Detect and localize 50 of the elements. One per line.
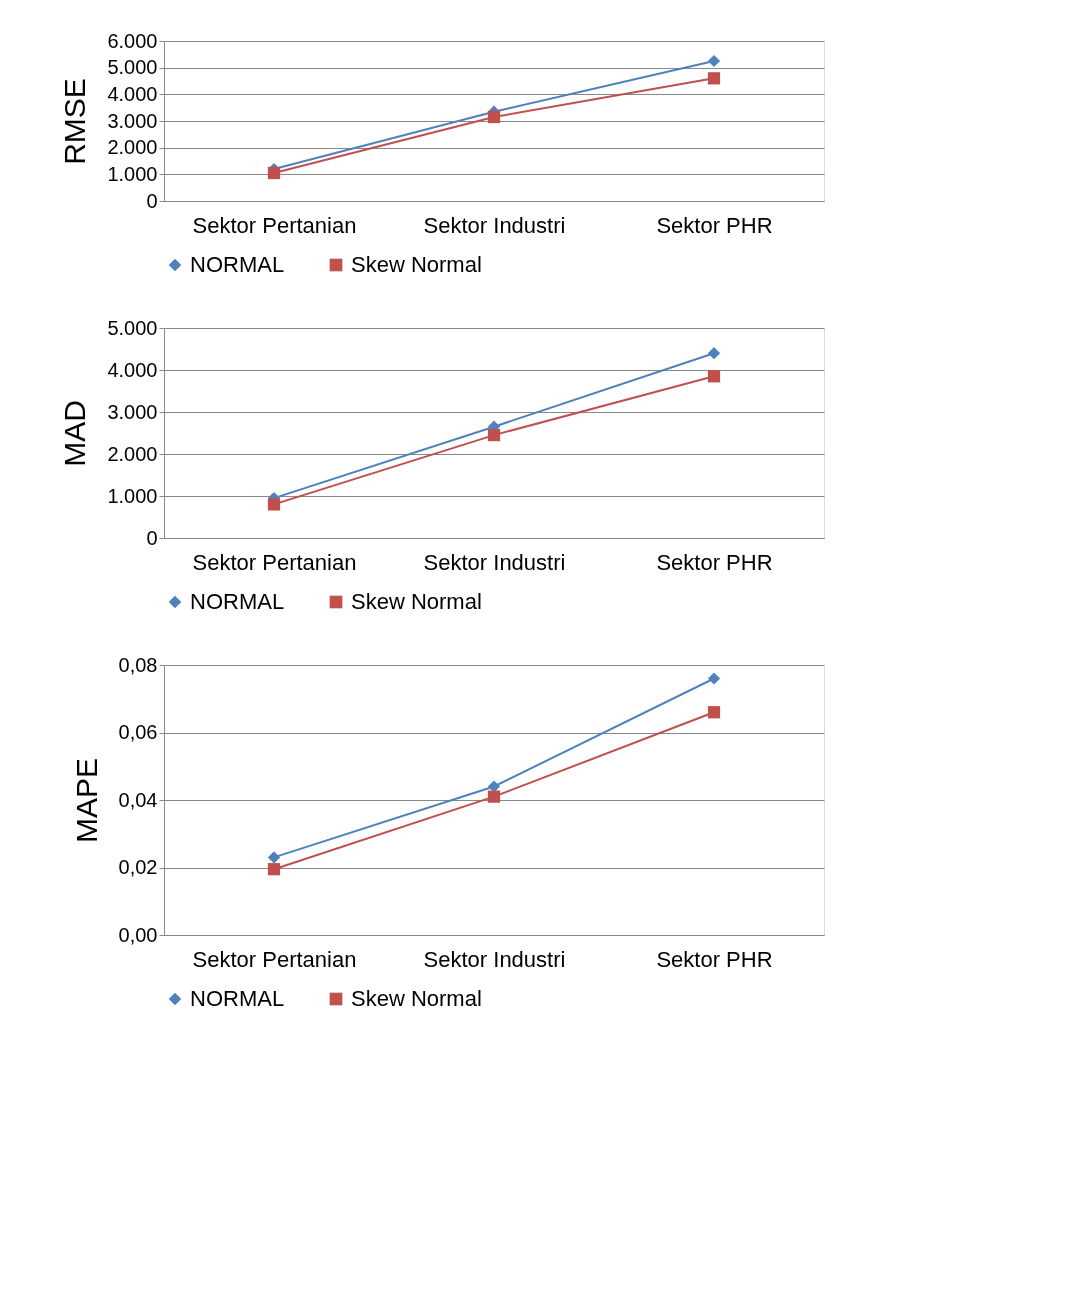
point bbox=[267, 851, 281, 864]
point bbox=[707, 54, 721, 68]
y-tick-label: 2.000 bbox=[107, 136, 158, 159]
y-tick-label: 6.000 bbox=[107, 29, 158, 52]
y-tick-label: 0 bbox=[146, 189, 158, 212]
point bbox=[267, 498, 281, 511]
y-tick-label: 0,02 bbox=[118, 856, 158, 878]
point bbox=[707, 370, 721, 383]
y-tick-label: 3.000 bbox=[107, 109, 158, 132]
x-tick-label: Sektor Pertanian bbox=[192, 212, 357, 238]
point bbox=[267, 863, 281, 876]
y-tick-label: 0 bbox=[146, 526, 158, 549]
point bbox=[707, 72, 721, 85]
legend-label: NORMAL bbox=[190, 589, 285, 614]
y-tick-label: 4.000 bbox=[107, 358, 158, 381]
legend-label: Skew Normal bbox=[351, 986, 482, 1011]
x-tick-label: Sektor Industri bbox=[423, 549, 566, 575]
legend-label: NORMAL bbox=[190, 252, 285, 277]
x-tick-label: Sektor PHR bbox=[656, 212, 773, 238]
x-tick-label: Sektor Pertanian bbox=[192, 946, 357, 972]
point bbox=[487, 780, 501, 793]
y-tick-label: 4.000 bbox=[107, 82, 158, 105]
point bbox=[487, 428, 501, 442]
point bbox=[707, 706, 721, 719]
legend-label: NORMAL bbox=[190, 986, 285, 1011]
x-tick-label: Sektor PHR bbox=[656, 946, 773, 972]
y-tick-label: 1.000 bbox=[107, 484, 158, 507]
y-tick-label: 0,06 bbox=[118, 721, 158, 743]
x-tick-label: Sektor Industri bbox=[423, 212, 566, 238]
x-tick-label: Sektor PHR bbox=[656, 549, 773, 575]
legend-label: Skew Normal bbox=[351, 252, 482, 277]
point bbox=[267, 166, 281, 180]
x-tick-label: Sektor Pertanian bbox=[192, 549, 357, 575]
point bbox=[487, 110, 501, 124]
point bbox=[707, 347, 721, 360]
y-tick-label: 1.000 bbox=[107, 162, 158, 185]
y-tick-label: 3.000 bbox=[107, 400, 158, 423]
y-tick-label: 0,00 bbox=[118, 923, 158, 946]
y-tick-label: 0,08 bbox=[118, 653, 158, 676]
y-tick-label: 5.000 bbox=[107, 56, 158, 79]
point bbox=[487, 790, 501, 803]
x-tick-label: Sektor Industri bbox=[423, 946, 566, 972]
y-axis-title: MAPE bbox=[69, 757, 103, 844]
y-axis-title: MAD bbox=[58, 400, 92, 467]
y-axis-title: RMSE bbox=[58, 78, 92, 165]
legend-label: Skew Normal bbox=[351, 589, 482, 614]
y-tick-label: 5.000 bbox=[107, 316, 158, 339]
y-tick-label: 0,04 bbox=[118, 788, 158, 811]
point bbox=[707, 672, 721, 685]
y-tick-label: 2.000 bbox=[107, 442, 158, 465]
